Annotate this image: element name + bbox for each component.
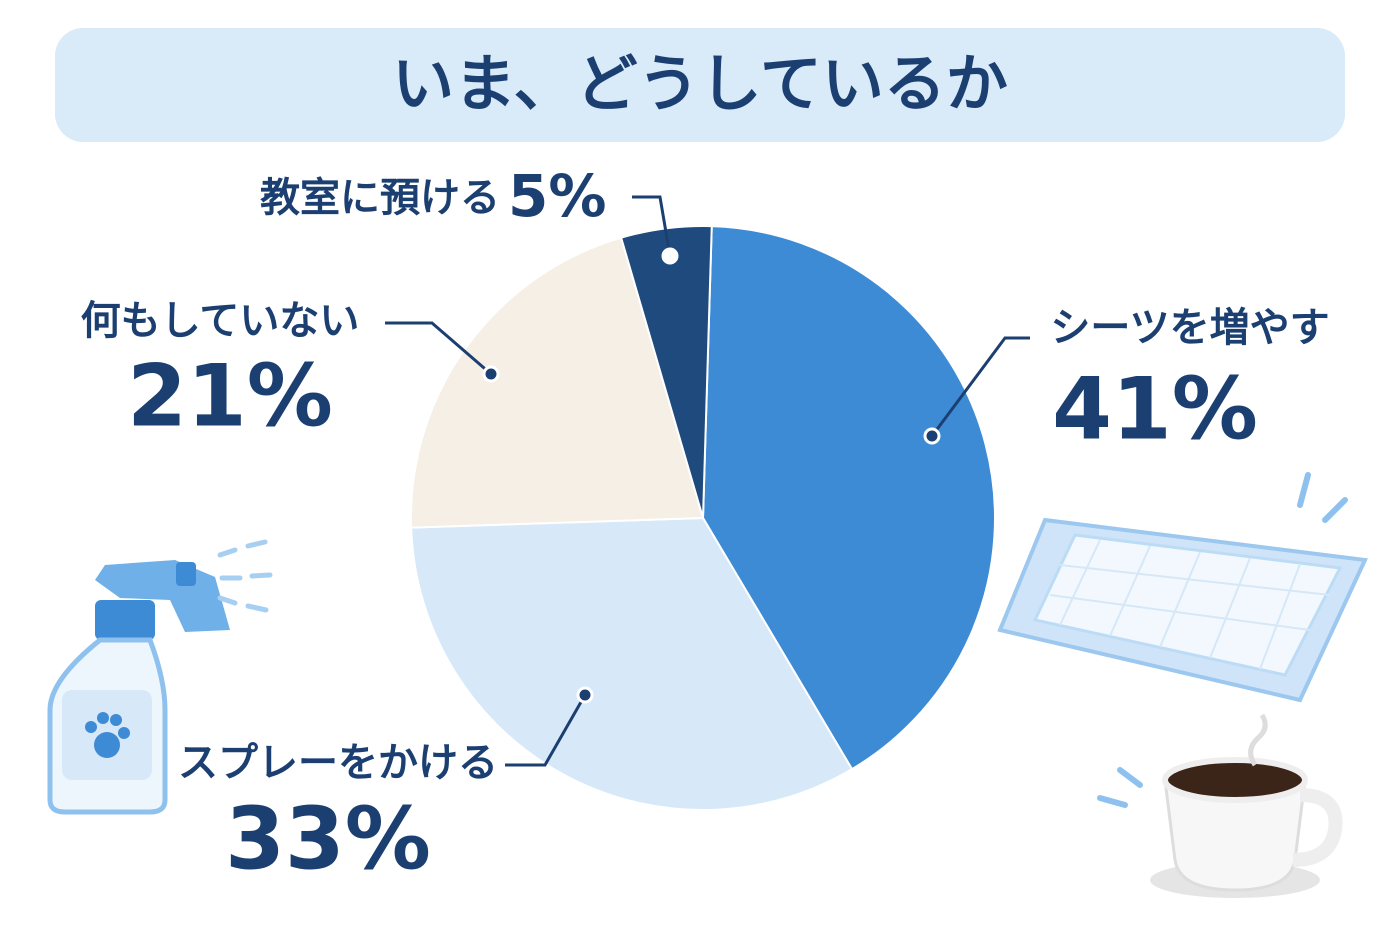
pie-slice	[410, 516, 854, 811]
pie	[410, 225, 996, 811]
pie-slice	[701, 225, 996, 771]
leader-dot	[923, 427, 941, 445]
slice-label: 教室に預ける	[260, 175, 500, 221]
title-box	[55, 28, 1345, 142]
leader-line	[385, 321, 492, 376]
value-label: 33%	[225, 789, 431, 889]
leader-dot	[661, 247, 679, 265]
pie-slice	[410, 236, 705, 529]
spray-bottle-icon	[47, 539, 273, 815]
leader-line	[632, 195, 672, 257]
slice-label: スプレーをかける	[178, 740, 498, 786]
leader-dot	[576, 686, 594, 704]
pad-icon	[997, 472, 1368, 703]
leader-line	[505, 694, 587, 767]
leader-dot	[482, 365, 500, 383]
leader-line	[930, 336, 1030, 437]
value-label: 5%	[508, 162, 606, 230]
slice-label: 何もしていない	[81, 298, 360, 344]
slice-label: シーツを増やす	[1050, 305, 1329, 351]
value-label: 41%	[1052, 359, 1258, 459]
chart-title: いま、どうしているか	[392, 47, 1008, 120]
coffee-icon	[1097, 713, 1343, 898]
value-label: 21%	[127, 346, 333, 446]
